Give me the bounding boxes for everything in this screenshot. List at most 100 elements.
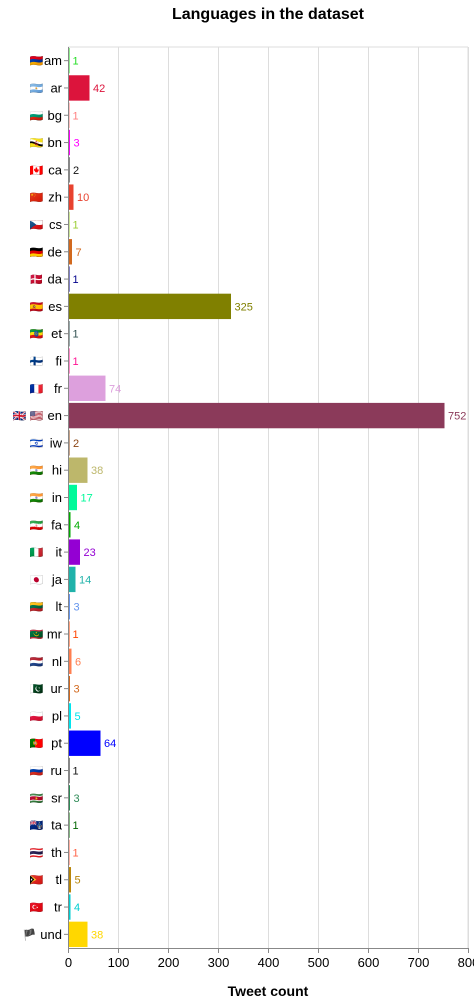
bar-en xyxy=(68,402,445,429)
bar-fr xyxy=(68,375,106,401)
value-label-ur: 3 xyxy=(74,684,80,696)
category-label-zh: zh xyxy=(48,190,62,205)
value-label-pl: 5 xyxy=(75,711,81,723)
bar-und xyxy=(68,921,88,948)
value-label-ar: 42 xyxy=(93,83,105,95)
category-label-bn: bn xyxy=(48,135,62,150)
bar-tl xyxy=(68,867,71,893)
x-tick-label: 0 xyxy=(65,955,72,970)
flag-icon-bn: 🇧🇳 xyxy=(30,137,44,150)
category-label-fa: fa xyxy=(51,517,63,532)
flag-icon-ta: 🇹🇦 xyxy=(30,819,44,832)
category-label-tl: tl xyxy=(56,872,63,887)
x-tick-label: 400 xyxy=(258,955,280,970)
x-axis-title: Tweet count xyxy=(228,983,309,999)
category-label-it: it xyxy=(56,545,63,560)
value-label-lt: 3 xyxy=(74,602,80,614)
category-label-pt: pt xyxy=(51,736,62,751)
category-label-iw: iw xyxy=(50,435,63,450)
category-label-hi: hi xyxy=(52,463,62,478)
category-label-tr: tr xyxy=(54,900,63,915)
value-label-und: 38 xyxy=(91,929,103,941)
bar-fa xyxy=(68,512,71,538)
category-label-cs: cs xyxy=(49,217,63,232)
value-labels: 1421321017132511747522381742314316356413… xyxy=(73,56,467,942)
bar-it xyxy=(68,539,80,565)
x-tick-label: 600 xyxy=(358,955,380,970)
flag-icon-fa: 🇮🇷 xyxy=(30,519,44,532)
value-label-in: 17 xyxy=(81,493,93,505)
category-label-da: da xyxy=(48,272,63,287)
flag-icon-ru: 🇷🇺 xyxy=(30,765,44,778)
value-label-tr: 4 xyxy=(74,902,80,914)
bar-sr xyxy=(68,785,70,811)
value-label-bg: 1 xyxy=(73,110,79,122)
value-label-de: 7 xyxy=(76,247,82,259)
x-tick-label: 300 xyxy=(208,955,230,970)
category-label-ru: ru xyxy=(50,763,62,778)
x-tick-label: 800 xyxy=(458,955,474,970)
chart-title: Languages in the dataset xyxy=(172,6,365,23)
flag-icon-et: 🇪🇹 xyxy=(30,328,44,341)
bar-tr xyxy=(68,894,71,920)
flag-icon-hi: 🇮🇳 xyxy=(30,464,44,477)
value-label-es: 325 xyxy=(235,301,253,313)
value-label-th: 1 xyxy=(73,847,79,859)
bar-ja xyxy=(68,566,76,593)
flag-icon-ca: 🇨🇦 xyxy=(30,164,44,177)
category-label-ca: ca xyxy=(48,162,63,177)
category-label-es: es xyxy=(48,299,62,314)
flag-icon-mr: 🇲🇷 xyxy=(30,628,44,641)
value-label-am: 1 xyxy=(73,56,79,68)
category-label-ja: ja xyxy=(51,572,63,587)
flag-icon-tl: 🇹🇱 xyxy=(30,874,44,887)
bar-hi xyxy=(68,457,88,483)
flag-icon-ur: 🇵🇰 xyxy=(30,683,44,696)
category-label-fi: fi xyxy=(56,353,63,368)
bar-pt xyxy=(68,730,101,756)
flag-icon-pl: 🇵🇱 xyxy=(30,710,44,723)
flag-icon-fi: 🇫🇮 xyxy=(30,355,44,368)
value-label-bn: 3 xyxy=(74,138,80,150)
bar-bn xyxy=(68,129,70,156)
x-tick-label: 700 xyxy=(408,955,430,970)
flag-icon-und: 🏴 xyxy=(23,927,37,941)
x-tick-label: 200 xyxy=(158,955,180,970)
value-label-iw: 2 xyxy=(73,438,79,450)
category-label-bg: bg xyxy=(48,108,62,123)
category-label-lt: lt xyxy=(56,599,63,614)
category-label-pl: pl xyxy=(52,708,62,723)
bar-zh xyxy=(68,184,74,210)
bar-ur xyxy=(68,675,70,702)
flag-icon-zh: 🇨🇳 xyxy=(30,191,44,204)
value-label-hi: 38 xyxy=(91,465,103,477)
category-label-am: am xyxy=(44,53,62,68)
category-label-in: in xyxy=(52,490,62,505)
bar-lt xyxy=(68,594,70,620)
value-label-tl: 5 xyxy=(75,875,81,887)
flag-icon-tr: 🇹🇷 xyxy=(30,901,44,914)
category-label-mr: mr xyxy=(47,627,63,642)
category-label-ar: ar xyxy=(50,80,62,95)
flag-icon-it: 🇮🇹 xyxy=(30,546,44,559)
value-label-en: 752 xyxy=(448,411,466,423)
bars xyxy=(68,47,445,948)
value-label-pt: 64 xyxy=(104,738,116,750)
flag-icon-sr: 🇸🇷 xyxy=(30,792,44,805)
category-label-et: et xyxy=(51,326,62,341)
flag-icon-ja: 🇯🇵 xyxy=(30,573,44,586)
flag-icon-da: 🇩🇰 xyxy=(30,273,44,286)
category-label-ta: ta xyxy=(51,818,63,833)
category-label-und: und xyxy=(40,927,62,942)
flag-icon-in: 🇮🇳 xyxy=(30,492,44,505)
flag-icon-th: 🇹🇭 xyxy=(30,846,44,859)
category-label-th: th xyxy=(51,845,62,860)
value-label-da: 1 xyxy=(73,274,79,286)
value-label-cs: 1 xyxy=(73,219,79,231)
value-label-fa: 4 xyxy=(74,520,80,532)
flag-icon-fr: 🇫🇷 xyxy=(30,382,44,395)
category-label-nl: nl xyxy=(52,654,62,669)
bar-ar xyxy=(68,75,90,101)
bar-pl xyxy=(68,703,71,729)
